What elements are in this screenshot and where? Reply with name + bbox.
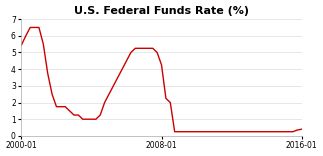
Title: U.S. Federal Funds Rate (%): U.S. Federal Funds Rate (%) [74, 6, 249, 16]
